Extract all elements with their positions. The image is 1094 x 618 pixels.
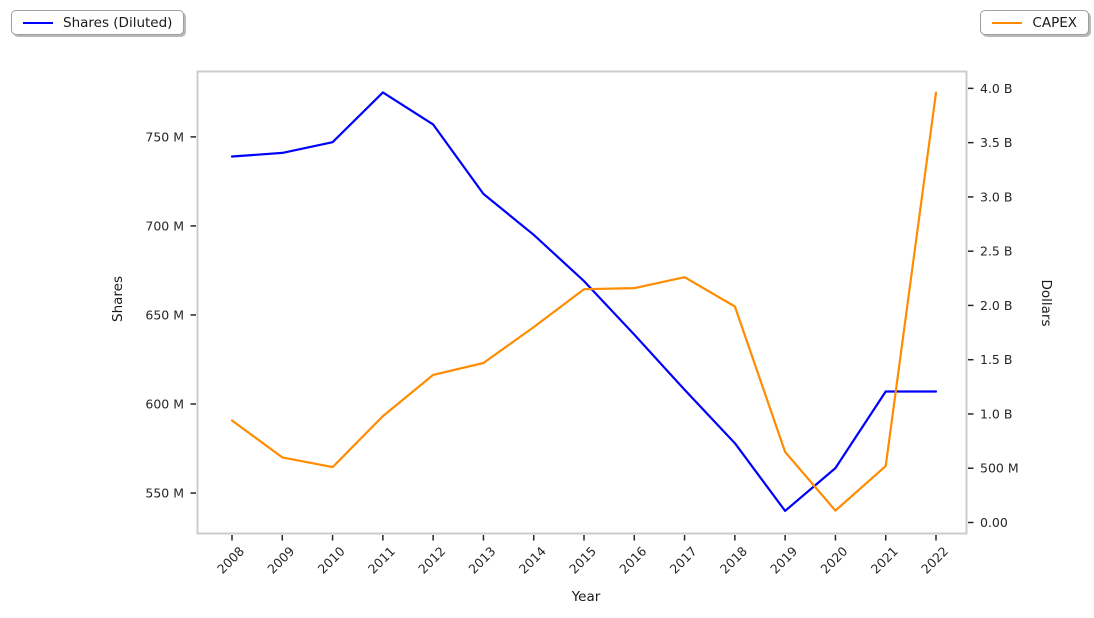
x-tick-label: 2016 bbox=[616, 543, 649, 576]
left-tick-label: 750 M bbox=[145, 129, 184, 144]
x-tick-label: 2021 bbox=[868, 544, 901, 577]
right-tick-label: 2.0 B bbox=[980, 298, 1012, 313]
left-tick-label: 700 M bbox=[145, 218, 184, 233]
x-tick-label: 2020 bbox=[817, 543, 850, 576]
right-tick-label: 500 M bbox=[980, 461, 1019, 476]
right-tick-label: 4.0 B bbox=[980, 81, 1012, 96]
right-tick-label: 1.0 B bbox=[980, 406, 1012, 421]
capex-line-swatch bbox=[992, 21, 1023, 24]
right-tick-label: 0.00 bbox=[980, 515, 1008, 530]
x-tick-label: 2009 bbox=[264, 543, 297, 576]
x-tick-label: 2012 bbox=[415, 544, 448, 577]
x-tick-label: 2013 bbox=[465, 544, 498, 577]
left-tick-label: 550 M bbox=[145, 486, 184, 501]
x-tick-label: 2011 bbox=[365, 544, 398, 577]
y-axis-label-left: Shares bbox=[110, 276, 126, 322]
x-tick-label: 2018 bbox=[717, 543, 750, 576]
x-tick-label: 2008 bbox=[214, 543, 247, 576]
right-tick-label: 3.5 B bbox=[980, 135, 1012, 150]
legend-shares-label: Shares (Diluted) bbox=[63, 14, 173, 31]
legend-capex: CAPEX bbox=[980, 10, 1089, 35]
right-tick-label: 2.5 B bbox=[980, 244, 1012, 259]
plot-frame bbox=[196, 70, 968, 535]
right-tick-label: 1.5 B bbox=[980, 352, 1012, 367]
right-tick-label: 3.0 B bbox=[980, 189, 1012, 204]
shares-line-swatch bbox=[23, 21, 53, 24]
x-tick-label: 2022 bbox=[918, 544, 951, 577]
legend-shares: Shares (Diluted) bbox=[11, 10, 185, 35]
y-axis-label-right: Dollars bbox=[1038, 279, 1054, 327]
legend-capex-label: CAPEX bbox=[1032, 14, 1077, 31]
x-axis-label: Year bbox=[571, 589, 601, 605]
capex-line bbox=[230, 91, 938, 512]
x-tick-label: 2019 bbox=[767, 543, 800, 576]
x-tick-label: 2010 bbox=[315, 543, 348, 576]
x-tick-label: 2015 bbox=[566, 544, 599, 577]
shares-line bbox=[230, 91, 938, 512]
x-tick-label: 2017 bbox=[667, 544, 700, 577]
left-tick-label: 650 M bbox=[145, 307, 184, 322]
x-tick-label: 2014 bbox=[516, 543, 549, 576]
left-tick-label: 600 M bbox=[145, 397, 184, 412]
